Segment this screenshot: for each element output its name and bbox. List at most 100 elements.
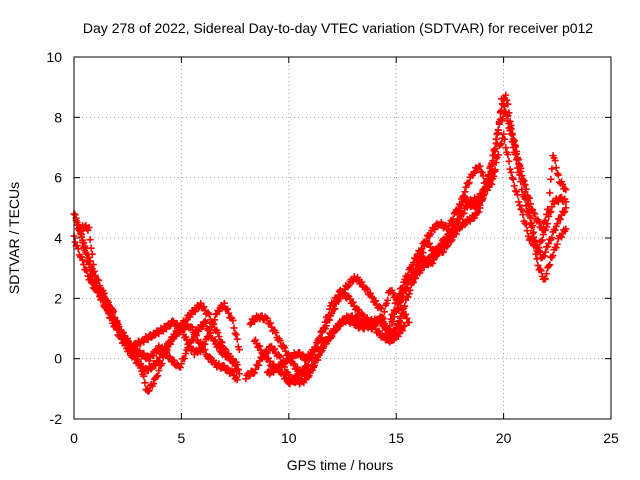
data-point bbox=[211, 316, 219, 324]
data-point bbox=[317, 348, 325, 356]
data-point bbox=[145, 387, 153, 395]
data-point bbox=[393, 305, 401, 313]
data-point bbox=[502, 108, 510, 116]
data-point bbox=[170, 356, 178, 364]
data-point bbox=[529, 206, 537, 214]
data-point bbox=[412, 274, 420, 282]
data-point bbox=[405, 290, 413, 298]
data-point bbox=[481, 186, 489, 194]
data-point bbox=[140, 372, 148, 380]
data-point bbox=[314, 356, 322, 364]
data-point bbox=[540, 218, 548, 226]
data-point bbox=[79, 256, 87, 264]
y-tick-label: 2 bbox=[54, 290, 62, 306]
data-point bbox=[507, 125, 515, 133]
data-point bbox=[325, 311, 333, 319]
data-point bbox=[181, 355, 189, 362]
x-tick-label: 25 bbox=[603, 430, 619, 446]
data-point bbox=[126, 339, 134, 347]
y-axis-label: SDTVAR / TECUs bbox=[6, 182, 22, 294]
data-point bbox=[151, 332, 159, 340]
data-point bbox=[86, 236, 94, 244]
data-point bbox=[372, 297, 380, 305]
y-tick-label: 0 bbox=[54, 351, 62, 367]
data-point bbox=[176, 363, 184, 371]
data-point bbox=[127, 340, 135, 348]
data-point bbox=[252, 365, 260, 373]
data-point bbox=[541, 248, 549, 256]
data-series-12 bbox=[396, 95, 570, 323]
data-point bbox=[536, 265, 544, 273]
data-point bbox=[155, 367, 163, 375]
data-point bbox=[538, 236, 546, 244]
data-point bbox=[320, 324, 328, 332]
data-point bbox=[73, 218, 81, 226]
data-point bbox=[431, 225, 439, 233]
data-point bbox=[396, 298, 404, 306]
data-point bbox=[487, 176, 495, 184]
data-point bbox=[543, 210, 551, 218]
data-point bbox=[476, 204, 484, 212]
data-point bbox=[551, 226, 559, 234]
data-point bbox=[215, 307, 223, 315]
data-point bbox=[501, 135, 509, 143]
data-point bbox=[363, 285, 371, 293]
data-point bbox=[477, 168, 485, 176]
data-point bbox=[522, 221, 530, 229]
data-point bbox=[336, 286, 344, 294]
data-point bbox=[332, 326, 340, 334]
data-point bbox=[529, 230, 537, 238]
data-point bbox=[380, 320, 388, 328]
data-point bbox=[546, 261, 554, 269]
data-point bbox=[470, 169, 478, 177]
data-point bbox=[182, 317, 190, 325]
data-point bbox=[349, 298, 357, 306]
data-point bbox=[430, 256, 438, 264]
data-point bbox=[218, 339, 226, 347]
data-point bbox=[478, 190, 486, 198]
data-series-8 bbox=[263, 286, 413, 378]
data-point bbox=[497, 95, 505, 103]
data-point bbox=[118, 330, 126, 338]
data-point bbox=[190, 333, 198, 341]
data-point bbox=[477, 192, 485, 200]
data-point bbox=[144, 387, 152, 395]
data-point bbox=[355, 306, 363, 314]
data-point bbox=[263, 314, 271, 322]
data-point bbox=[514, 191, 522, 199]
data-point bbox=[543, 223, 551, 231]
data-point bbox=[323, 338, 331, 346]
data-point bbox=[451, 223, 459, 231]
data-point bbox=[383, 299, 391, 307]
data-point bbox=[234, 366, 242, 374]
y-tick-label: -2 bbox=[50, 411, 63, 427]
data-point bbox=[539, 231, 547, 239]
data-point bbox=[250, 369, 258, 377]
data-point bbox=[311, 361, 319, 369]
data-point bbox=[265, 370, 273, 378]
x-tick-label: 0 bbox=[70, 430, 78, 446]
data-point bbox=[505, 120, 513, 128]
data-point bbox=[523, 227, 531, 235]
data-point bbox=[113, 317, 121, 325]
axis-ticks: 0 5 10 15 20 25 -2 0 2 4 6 8 10 bbox=[46, 49, 619, 446]
data-point bbox=[312, 345, 320, 353]
data-point bbox=[169, 317, 177, 325]
data-point bbox=[418, 252, 426, 260]
data-point bbox=[375, 327, 383, 335]
data-point bbox=[290, 376, 298, 384]
data-point bbox=[224, 305, 232, 313]
data-point bbox=[252, 336, 260, 344]
data-point bbox=[537, 267, 545, 275]
data-point bbox=[154, 372, 162, 380]
data-point bbox=[493, 140, 501, 148]
data-point bbox=[506, 123, 514, 131]
data-point bbox=[172, 332, 180, 340]
data-point bbox=[186, 343, 194, 351]
data-point bbox=[526, 200, 534, 208]
data-point bbox=[492, 155, 500, 163]
data-point bbox=[442, 237, 450, 245]
y-tick-label: 8 bbox=[54, 109, 62, 125]
x-tick-label: 5 bbox=[178, 430, 186, 446]
data-point bbox=[482, 185, 490, 193]
